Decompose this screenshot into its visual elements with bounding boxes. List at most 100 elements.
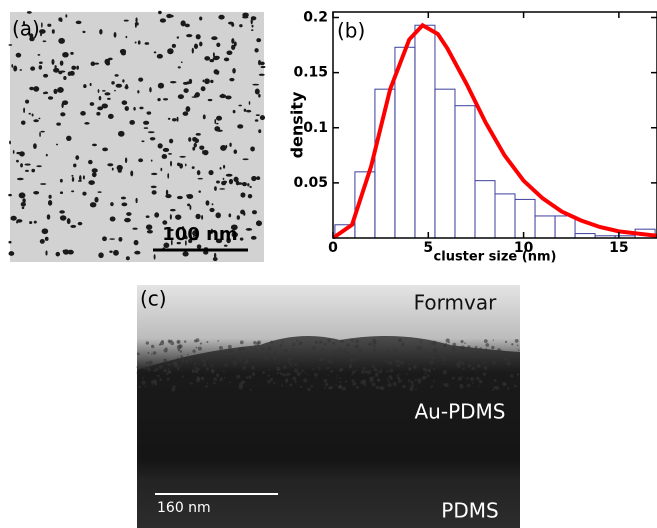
particle	[462, 353, 465, 357]
particle	[300, 371, 303, 374]
particle	[158, 343, 162, 346]
particle	[111, 81, 115, 85]
particle	[71, 174, 74, 177]
particle	[289, 353, 291, 355]
particle	[51, 59, 55, 65]
particle	[239, 387, 241, 389]
particle	[210, 364, 214, 368]
particle	[233, 41, 237, 47]
particle	[118, 236, 123, 242]
particle	[424, 355, 429, 360]
particle	[219, 167, 222, 170]
particle	[36, 165, 42, 168]
particle	[91, 168, 98, 173]
particle	[311, 361, 314, 363]
particle	[445, 338, 450, 343]
particle	[119, 48, 127, 55]
particle	[254, 119, 259, 122]
particle	[94, 196, 99, 203]
particle	[191, 47, 194, 54]
particle	[443, 353, 448, 358]
particle	[181, 370, 183, 372]
particle	[20, 120, 26, 125]
particle	[251, 210, 257, 215]
panel-label: (c)	[140, 287, 167, 311]
bar	[514, 198, 536, 239]
particle	[222, 370, 225, 373]
particle	[116, 164, 123, 171]
particle	[299, 341, 303, 345]
particle	[199, 145, 205, 150]
y-tick-label: 0.1	[303, 120, 328, 136]
particle	[335, 376, 338, 379]
particle	[312, 346, 316, 351]
particle	[420, 353, 424, 357]
particle	[162, 220, 168, 225]
particle	[388, 376, 391, 378]
particle	[90, 61, 96, 67]
particle	[242, 182, 247, 187]
particle	[457, 376, 463, 381]
particle	[222, 351, 227, 356]
particle	[216, 122, 219, 125]
particle	[120, 196, 126, 200]
particle	[47, 96, 54, 100]
particle	[39, 29, 46, 34]
axes-frame	[332, 11, 657, 239]
particle	[242, 15, 249, 19]
particle	[58, 70, 63, 75]
particle	[238, 385, 243, 390]
particle	[355, 369, 358, 371]
particle	[115, 83, 123, 88]
particle	[257, 341, 259, 343]
particle	[210, 79, 214, 84]
layer-label: PDMS	[441, 499, 498, 523]
particle	[166, 377, 170, 381]
particle	[176, 357, 180, 360]
particle	[277, 362, 280, 365]
particle	[102, 90, 106, 92]
particle	[220, 377, 223, 380]
particle	[242, 366, 247, 370]
particle	[8, 44, 13, 46]
particle	[63, 75, 67, 80]
particle	[73, 163, 77, 168]
particle	[226, 50, 233, 55]
particle	[485, 348, 487, 350]
particle	[152, 369, 156, 373]
particle	[59, 215, 67, 221]
x-tick-label: 0	[328, 240, 338, 256]
particle	[163, 359, 168, 363]
particle	[355, 339, 360, 344]
particle	[232, 361, 237, 366]
particle	[196, 367, 200, 371]
particle	[216, 129, 223, 132]
particle	[386, 377, 389, 380]
bar	[474, 180, 496, 239]
particle	[75, 20, 82, 25]
particle	[355, 358, 358, 361]
particle	[267, 380, 271, 384]
particle	[97, 191, 102, 193]
particle	[97, 89, 100, 93]
particle	[369, 376, 374, 381]
particle	[323, 378, 328, 383]
particle	[211, 203, 214, 206]
y-tick-label: 0.15	[293, 65, 328, 81]
particle	[121, 202, 128, 207]
particle	[210, 228, 213, 234]
particle	[196, 170, 201, 176]
particle	[180, 358, 185, 364]
particle	[40, 183, 47, 185]
particle	[429, 343, 432, 345]
particle	[428, 352, 432, 357]
particle	[363, 382, 367, 386]
particle	[231, 38, 235, 44]
particle	[508, 362, 511, 365]
particle	[239, 237, 244, 241]
particle	[247, 183, 250, 187]
particle	[190, 382, 193, 385]
particle	[460, 345, 465, 350]
particle	[147, 131, 155, 134]
